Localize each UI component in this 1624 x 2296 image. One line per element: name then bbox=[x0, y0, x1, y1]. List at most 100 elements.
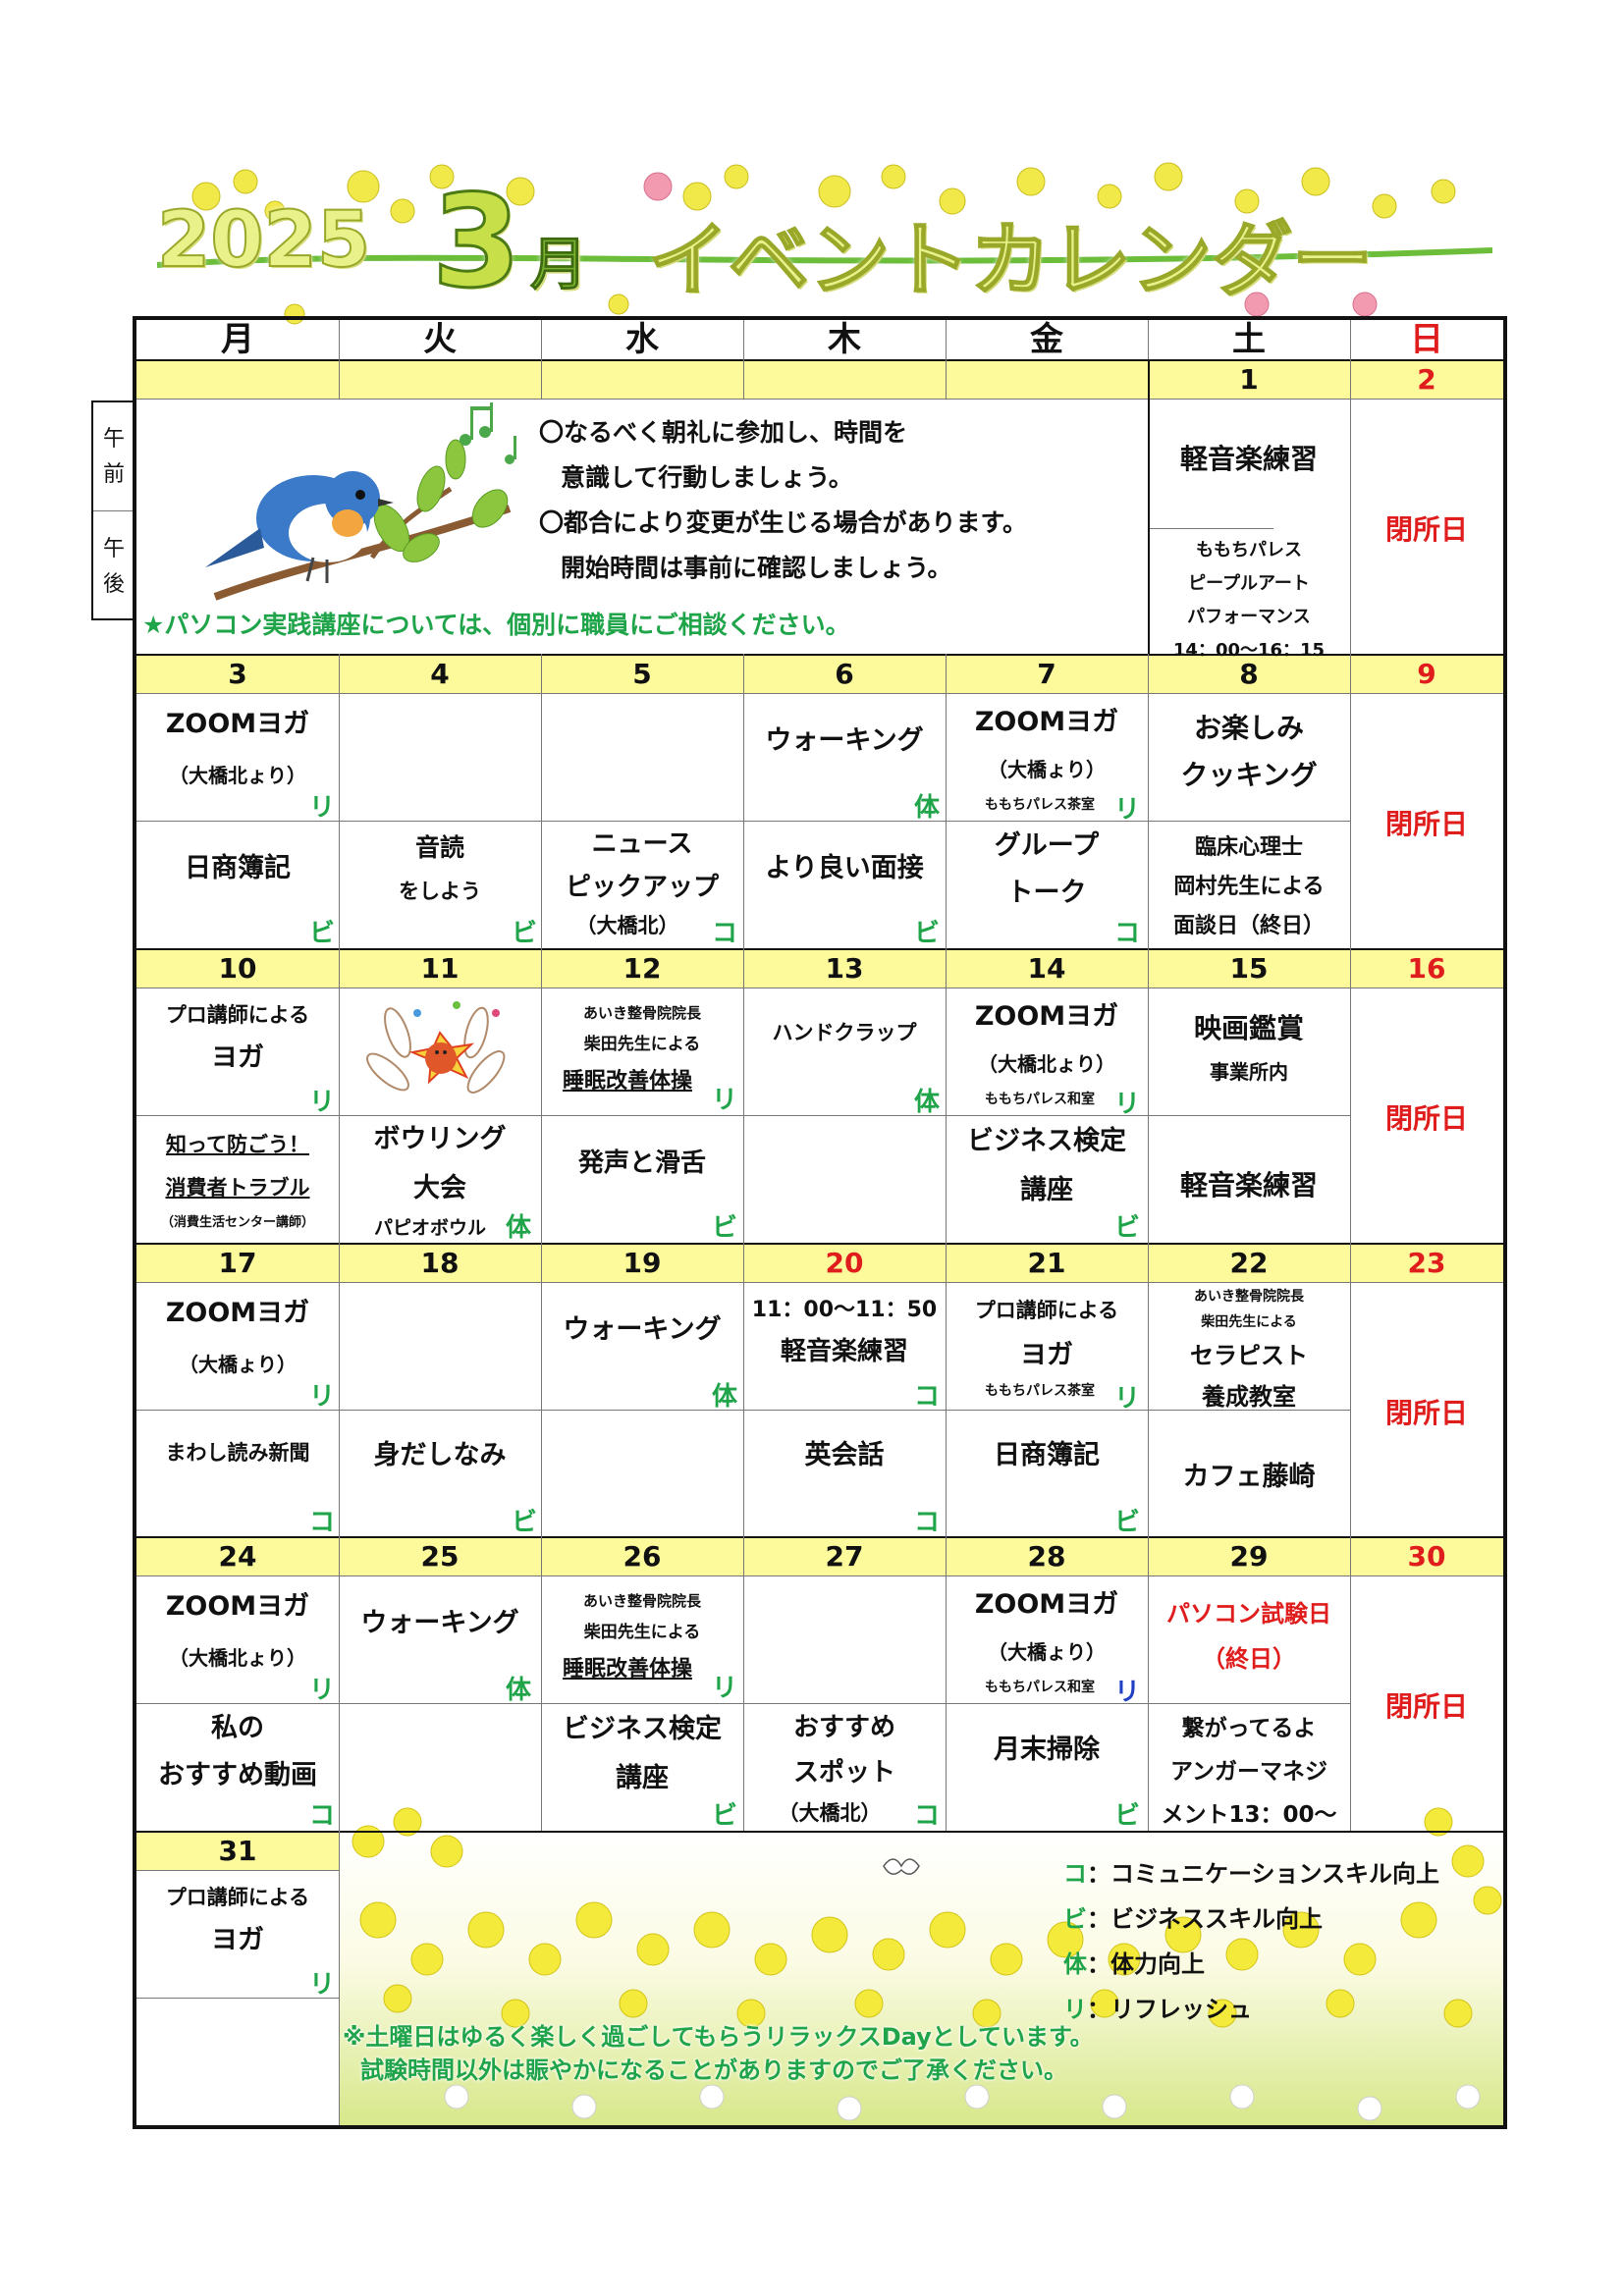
tag-27-pm: コ bbox=[914, 1801, 941, 1831]
grid-line bbox=[136, 1282, 1503, 1283]
grid-line bbox=[1148, 528, 1273, 529]
date-row-5 bbox=[136, 1833, 339, 1870]
legend-business: ビ：ビジネススキル向上 bbox=[1063, 1905, 1323, 1933]
tag-10-am: リ bbox=[309, 1088, 336, 1117]
event-10-pm: 知って防ごう！ 消費者トラブル （消費生活センター講師） bbox=[160, 1133, 314, 1230]
tag-28-pm: ビ bbox=[1114, 1801, 1141, 1831]
event-22-pm: カフェ藤崎 bbox=[1182, 1462, 1316, 1492]
tag-25-am: 体 bbox=[506, 1676, 532, 1705]
tag-26-pm: ビ bbox=[712, 1801, 738, 1831]
grid-line bbox=[136, 1575, 1503, 1576]
event-26-pm: ビジネス検定 講座 bbox=[563, 1714, 722, 1793]
event-10-am: プロ講師による ヨガ bbox=[165, 1003, 310, 1073]
rapeseed-flowers-decoration bbox=[156, 162, 1493, 325]
event-24-am: ZOOMヨガ （大橋北ょり） bbox=[165, 1591, 310, 1670]
event-15-pm: 軽音楽練習 bbox=[1179, 1169, 1318, 1201]
notice-pc-course: ★パソコン実践講座については、個別に職員にご相談ください。 bbox=[142, 611, 850, 639]
header: 2025 3 月 イベントカレンダー bbox=[0, 147, 1624, 334]
date-29: 29 bbox=[1229, 1540, 1269, 1573]
event-14-pm: ビジネス検定 講座 bbox=[967, 1126, 1126, 1205]
date-12: 12 bbox=[623, 952, 662, 985]
year-title: 2025 bbox=[156, 195, 371, 286]
event-22-am: あいき整骨院院長 柴田先生による セラピスト 養成教室 bbox=[1190, 1289, 1308, 1411]
bowling-pins-illustration bbox=[366, 1001, 506, 1094]
legend-physical: 体：体力向上 bbox=[1063, 1950, 1205, 1978]
grid-line bbox=[743, 320, 744, 399]
event-21-am: プロ講師による ヨガ ももちパレス茶室 bbox=[974, 1299, 1119, 1399]
date-17: 17 bbox=[218, 1247, 257, 1279]
grid-line bbox=[136, 359, 1503, 361]
tag-6-pm: ビ bbox=[914, 919, 941, 948]
weekday-thu: 木 bbox=[828, 320, 861, 359]
notice-line-2: 意識して行動しましょう。 bbox=[561, 463, 853, 492]
tag-13-am: 体 bbox=[914, 1088, 941, 1117]
tag-26-am: リ bbox=[712, 1674, 738, 1703]
legend: コ：コミュニケーションスキル向上 ビ：ビジネススキル向上 体：体力向上 リ：リフ… bbox=[1063, 1851, 1439, 2032]
event-12-pm: 発声と滑舌 bbox=[577, 1148, 706, 1178]
grid-line bbox=[339, 320, 340, 399]
date-19: 19 bbox=[623, 1247, 662, 1279]
month-number: 3 bbox=[430, 166, 521, 318]
event-8-am: お楽しみ クッキング bbox=[1180, 712, 1318, 791]
tag-17-am: リ bbox=[309, 1382, 336, 1412]
tag-3-am: リ bbox=[309, 793, 336, 823]
month-suffix: 月 bbox=[529, 231, 588, 298]
grid-line bbox=[1148, 320, 1149, 359]
grid-line bbox=[1148, 359, 1150, 654]
date-11: 11 bbox=[420, 952, 460, 985]
date-20: 20 bbox=[825, 1247, 864, 1279]
tag-24-pm: コ bbox=[309, 1801, 336, 1831]
date-22: 22 bbox=[1229, 1247, 1269, 1279]
pm-label: 午後 bbox=[102, 537, 125, 597]
date-30: 30 bbox=[1407, 1540, 1446, 1573]
calendar-grid: 月 火 水 木 金 土 日 1 2 bbox=[133, 316, 1507, 2129]
event-21-pm: 日商簿記 bbox=[994, 1440, 1100, 1470]
date-21: 21 bbox=[1027, 1247, 1066, 1279]
event-15-am: 映画鑑賞 事業所内 bbox=[1193, 1012, 1304, 1084]
event-28-pm: 月末掃除 bbox=[994, 1735, 1100, 1765]
date-10: 10 bbox=[218, 952, 257, 985]
bird-on-branch-illustration bbox=[205, 402, 516, 601]
event-8-pm: 臨床心理士 岡村先生による 面談日（終日） bbox=[1172, 835, 1325, 938]
date-7: 7 bbox=[1037, 658, 1056, 690]
closed-day-23: 閉所日 bbox=[1384, 1397, 1468, 1429]
grid-line bbox=[136, 1831, 1503, 1833]
grid-line bbox=[946, 320, 947, 399]
grid-line bbox=[1350, 320, 1351, 1831]
weekday-sun: 日 bbox=[1410, 320, 1443, 359]
event-1-pm: ももちパレス ピープルアート パフォーマンス 14：00～16：15 bbox=[1172, 540, 1326, 661]
event-29-am: パソコン試験日 （終日） bbox=[1166, 1600, 1331, 1673]
tag-17-pm: コ bbox=[309, 1508, 336, 1537]
date-15: 15 bbox=[1229, 952, 1269, 985]
grid-line bbox=[541, 654, 542, 1831]
date-16: 16 bbox=[1407, 952, 1446, 985]
tag-12-am: リ bbox=[712, 1086, 738, 1115]
grid-line bbox=[136, 1998, 339, 1999]
grid-line bbox=[136, 399, 1503, 400]
weekday-mon: 月 bbox=[221, 320, 254, 359]
weekday-wed: 水 bbox=[625, 320, 659, 359]
closed-day-16: 閉所日 bbox=[1384, 1102, 1468, 1135]
event-6-am: ウォーキング bbox=[765, 725, 924, 756]
event-6-pm: より良い面接 bbox=[765, 853, 924, 883]
tag-14-pm: ビ bbox=[1114, 1213, 1141, 1243]
grid-line bbox=[136, 654, 1503, 656]
tag-31-am: リ bbox=[309, 1970, 336, 2000]
date-25: 25 bbox=[420, 1540, 460, 1573]
date-13: 13 bbox=[825, 952, 864, 985]
weekday-tue: 火 bbox=[423, 320, 457, 359]
legend-communication: コ：コミュニケーションスキル向上 bbox=[1063, 1860, 1440, 1888]
closed-day-2: 閉所日 bbox=[1384, 513, 1468, 546]
event-29-pm: 繋がってるよ アンガーマネジ メント13：00～ bbox=[1161, 1716, 1337, 1828]
event-5-pm: ニュース ピックアップ （大橋北） bbox=[565, 829, 719, 937]
saturday-note: ※土曜日はゆるく楽しく過ごしてもらうリラックスDayとしています。 試験時間以外… bbox=[343, 2023, 1094, 2084]
date-8: 8 bbox=[1239, 658, 1259, 690]
date-5: 5 bbox=[632, 658, 652, 690]
grid-line bbox=[541, 320, 542, 399]
event-11-pm: ボウリング 大会 パピオボウル bbox=[373, 1124, 507, 1239]
tag-20-am: コ bbox=[914, 1382, 941, 1412]
notice-line-3: 〇都合により変更が生じる場合があります。 bbox=[539, 508, 1028, 537]
notice-line-4: 開始時間は事前に確認しましょう。 bbox=[561, 554, 952, 582]
weekday-fri: 金 bbox=[1030, 320, 1063, 359]
event-4-pm: 音読 をしよう bbox=[399, 833, 481, 903]
